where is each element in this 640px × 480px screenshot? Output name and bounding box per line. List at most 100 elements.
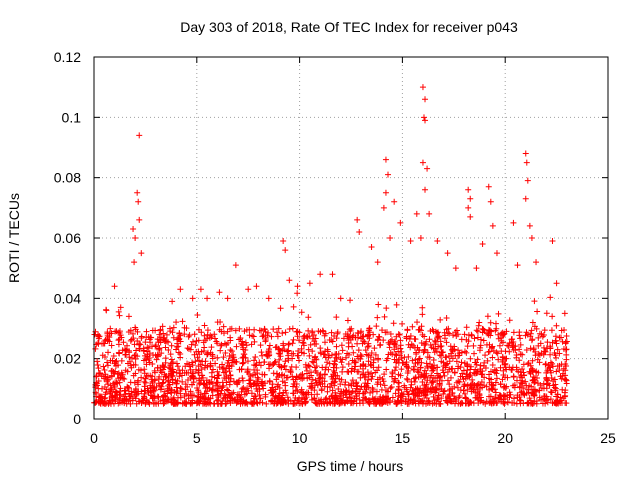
data-point <box>467 213 474 220</box>
data-point <box>487 332 494 339</box>
data-point <box>411 391 418 398</box>
data-point <box>117 385 124 392</box>
data-point <box>256 359 263 366</box>
data-point <box>513 400 520 407</box>
data-point <box>308 391 315 398</box>
data-point <box>548 389 555 396</box>
data-point <box>431 362 438 369</box>
data-point <box>317 345 324 352</box>
data-point <box>195 337 202 344</box>
data-point <box>362 363 369 370</box>
data-point <box>474 388 481 395</box>
data-point <box>219 379 226 386</box>
data-point <box>547 343 554 350</box>
data-point <box>127 337 134 344</box>
data-point <box>239 385 246 392</box>
data-point <box>453 358 460 365</box>
data-point <box>502 360 509 367</box>
data-point <box>216 289 223 296</box>
data-point <box>311 395 318 402</box>
data-point <box>220 354 227 361</box>
data-point <box>504 374 511 381</box>
data-point <box>465 204 472 211</box>
data-point <box>337 381 344 388</box>
data-point <box>238 388 245 395</box>
data-point <box>432 328 439 335</box>
data-point <box>452 265 459 272</box>
data-point <box>433 348 440 355</box>
data-point <box>451 383 458 390</box>
data-point <box>409 387 416 394</box>
data-point <box>266 365 273 372</box>
data-point <box>421 347 428 354</box>
data-point <box>259 378 266 385</box>
data-point <box>485 183 492 190</box>
data-point <box>173 319 180 326</box>
data-point <box>244 366 251 373</box>
data-point <box>317 398 324 405</box>
data-point <box>99 352 106 359</box>
data-point <box>548 327 555 334</box>
data-point <box>451 343 458 350</box>
data-point <box>354 388 361 395</box>
data-point <box>389 394 396 401</box>
data-point <box>94 361 101 368</box>
data-point <box>413 350 420 357</box>
data-point <box>490 382 497 389</box>
data-point <box>474 356 481 363</box>
data-point <box>258 349 265 356</box>
data-point <box>367 361 374 368</box>
data-point <box>211 374 218 381</box>
data-point <box>370 356 377 363</box>
data-point <box>523 159 530 166</box>
data-point <box>429 378 436 385</box>
data-point <box>376 342 383 349</box>
data-point <box>553 400 560 407</box>
data-point <box>498 348 505 355</box>
data-point <box>303 370 310 377</box>
data-point <box>462 375 469 382</box>
data-point <box>524 399 531 406</box>
data-point <box>217 318 224 325</box>
data-point <box>424 165 431 172</box>
data-point <box>562 376 569 383</box>
data-point <box>365 340 372 347</box>
data-point <box>162 359 169 366</box>
data-point <box>210 386 217 393</box>
data-point <box>367 389 374 396</box>
data-point <box>199 372 206 379</box>
data-point <box>437 400 444 407</box>
data-point <box>250 381 257 388</box>
data-point <box>107 357 114 364</box>
data-point <box>423 370 430 377</box>
data-point <box>102 371 109 378</box>
data-point <box>116 391 123 398</box>
data-point <box>478 379 485 386</box>
data-point <box>119 375 126 382</box>
data-point <box>301 396 308 403</box>
data-point <box>339 347 346 354</box>
data-point <box>318 386 325 393</box>
data-point <box>282 358 289 365</box>
data-point <box>521 392 528 399</box>
data-point <box>233 359 240 366</box>
data-point <box>329 271 336 278</box>
data-point <box>177 385 184 392</box>
data-point <box>197 361 204 368</box>
data-point <box>182 399 189 406</box>
data-point <box>465 338 472 345</box>
data-point <box>406 336 413 343</box>
data-point <box>510 329 517 336</box>
data-point <box>230 378 237 385</box>
data-point <box>135 366 142 373</box>
data-point <box>244 358 251 365</box>
data-point <box>204 350 211 357</box>
data-point <box>246 370 253 377</box>
data-point <box>554 391 561 398</box>
data-point <box>460 367 467 374</box>
data-point <box>551 384 558 391</box>
data-point <box>396 383 403 390</box>
data-point <box>207 332 214 339</box>
data-point <box>154 336 161 343</box>
data-point <box>132 235 139 241</box>
